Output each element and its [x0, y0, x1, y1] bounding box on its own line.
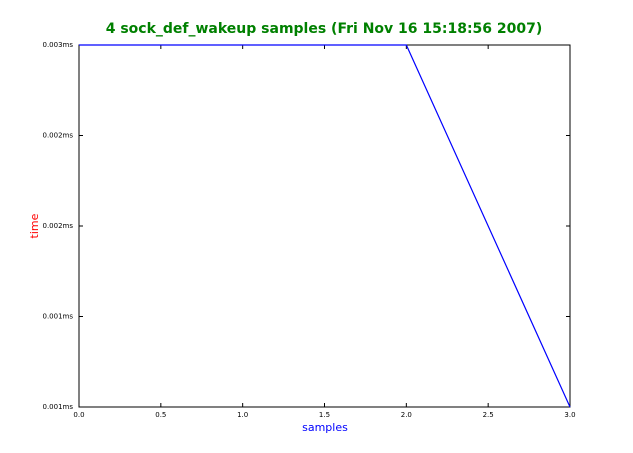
x-tick-label: 1.0 — [237, 411, 248, 419]
x-tick-label: 2.5 — [483, 411, 494, 419]
y-tick-label: 0.001ms — [42, 313, 73, 321]
x-tick-label: 0.5 — [155, 411, 166, 419]
x-axis-label: samples — [302, 421, 348, 434]
y-axis-label: time — [28, 213, 41, 238]
y-tick-label: 0.002ms — [42, 222, 73, 230]
data-line — [79, 44, 571, 408]
x-tick-label: 3.0 — [564, 411, 575, 419]
y-tick-label: 0.003ms — [42, 41, 73, 49]
y-tick-label: 0.002ms — [42, 132, 73, 140]
x-tick-label: 0.0 — [73, 411, 84, 419]
x-tick-label: 2.0 — [401, 411, 412, 419]
x-tick-label: 1.5 — [319, 411, 330, 419]
y-tick-label: 0.001ms — [42, 403, 73, 411]
chart-title: 4 sock_def_wakeup samples (Fri Nov 16 15… — [106, 21, 543, 37]
